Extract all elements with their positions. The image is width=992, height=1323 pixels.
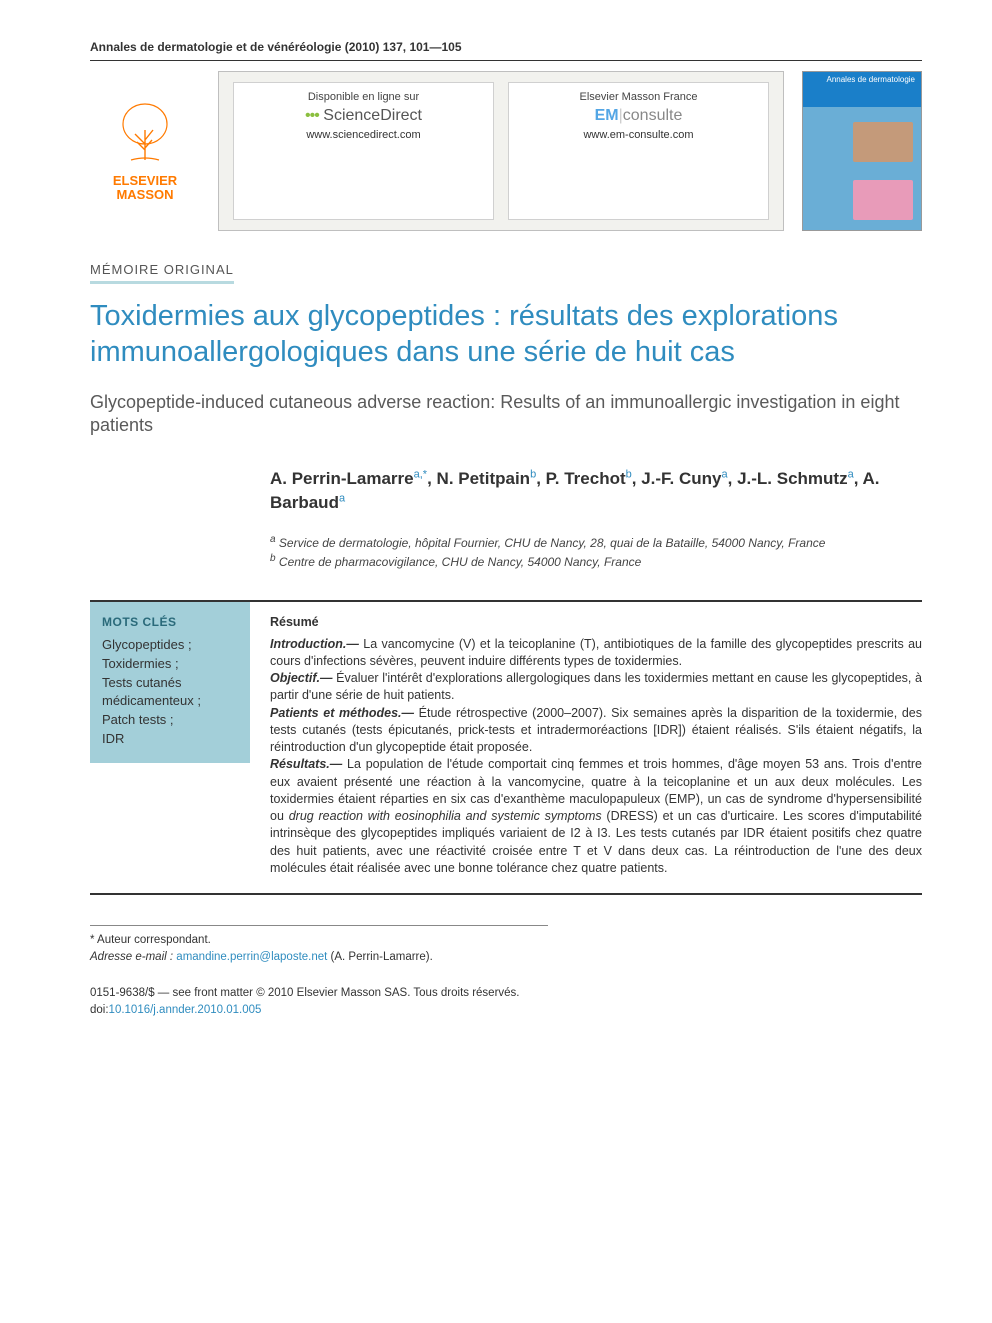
keywords-list: Glycopeptides ;Toxidermies ;Tests cutané… [102, 636, 238, 749]
email-author-suffix: (A. Perrin-Lamarre). [331, 951, 433, 963]
doi-label: doi: [90, 1004, 109, 1016]
affiliation-b: b Centre de pharmacovigilance, CHU de Na… [270, 552, 922, 571]
publisher-brand-line1: ELSEVIER [113, 174, 177, 188]
emconsulte-brand: EM|consulte [515, 107, 762, 125]
corresponding-label: * Auteur correspondant. [90, 932, 548, 949]
copyright-block: 0151-9638/$ — see front matter © 2010 El… [90, 985, 922, 1020]
abstract-body: Résumé Introduction.— La vancomycine (V)… [270, 602, 922, 893]
sciencedirect-url: www.sciencedirect.com [240, 129, 487, 141]
cover-title: Annales de dermatologie [803, 72, 921, 107]
abstract-paragraph: Résultats.— La population de l'étude com… [270, 756, 922, 877]
abstract-section: MOTS CLÉS Glycopeptides ;Toxidermies ;Te… [90, 600, 922, 895]
keyword-item: Glycopeptides ; [102, 636, 238, 655]
link-cards-container: Disponible en ligne sur ••• ScienceDirec… [218, 71, 784, 231]
card-publisher-label: Elsevier Masson France [515, 91, 762, 103]
keyword-item: Tests cutanés médicamenteux ; [102, 674, 238, 712]
keyword-item: Patch tests ; [102, 711, 238, 730]
journal-citation: Annales de dermatologie et de vénéréolog… [90, 40, 922, 54]
affiliations: a Service de dermatologie, hôpital Fourn… [270, 533, 922, 571]
abstract-paragraph: Objectif.— Évaluer l'intérêt d'explorati… [270, 670, 922, 705]
emconsulte-url: www.em-consulte.com [515, 129, 762, 141]
affiliation-a: a Service de dermatologie, hôpital Fourn… [270, 533, 922, 552]
article-title-french: Toxidermies aux glycopeptides : résultat… [90, 298, 922, 371]
publisher-brand-line2: MASSON [116, 188, 173, 202]
emconsulte-card[interactable]: Elsevier Masson France EM|consulte www.e… [508, 82, 769, 220]
authors-list: A. Perrin-Lamarrea,*, N. Petitpainb, P. … [270, 467, 922, 515]
corresponding-email-link[interactable]: amandine.perrin@laposte.net [176, 951, 327, 963]
issn-copyright-line: 0151-9638/$ — see front matter © 2010 El… [90, 985, 922, 1002]
abstract-paragraph: Patients et méthodes.— Étude rétrospecti… [270, 705, 922, 757]
sciencedirect-card[interactable]: Disponible en ligne sur ••• ScienceDirec… [233, 82, 494, 220]
journal-cover-thumbnail: Annales de dermatologie [802, 71, 922, 231]
keyword-item: Toxidermies ; [102, 655, 238, 674]
keywords-heading: MOTS CLÉS [102, 614, 238, 631]
cover-image-1 [853, 122, 913, 162]
sciencedirect-brand: ••• ScienceDirect [240, 107, 487, 125]
abstract-content: Introduction.— La vancomycine (V) et la … [270, 636, 922, 878]
keywords-box: MOTS CLÉS Glycopeptides ;Toxidermies ;Te… [90, 602, 250, 762]
article-type-label: MÉMOIRE ORIGINAL [90, 262, 234, 284]
abstract-paragraph: Introduction.— La vancomycine (V) et la … [270, 636, 922, 671]
corresponding-author-note: * Auteur correspondant. Adresse e-mail :… [90, 925, 548, 967]
doi-link[interactable]: 10.1016/j.annder.2010.01.005 [109, 1004, 262, 1016]
abstract-heading: Résumé [270, 614, 922, 631]
email-label: Adresse e-mail : [90, 951, 173, 963]
header-rule [90, 60, 922, 61]
banner-row: ELSEVIER MASSON Disponible en ligne sur … [90, 71, 922, 231]
cover-image-2 [853, 180, 913, 220]
elsevier-tree-icon [117, 100, 173, 170]
card-avail-label: Disponible en ligne sur [240, 91, 487, 103]
publisher-logo: ELSEVIER MASSON [90, 71, 200, 231]
keyword-item: IDR [102, 730, 238, 749]
article-title-english: Glycopeptide-induced cutaneous adverse r… [90, 391, 922, 438]
